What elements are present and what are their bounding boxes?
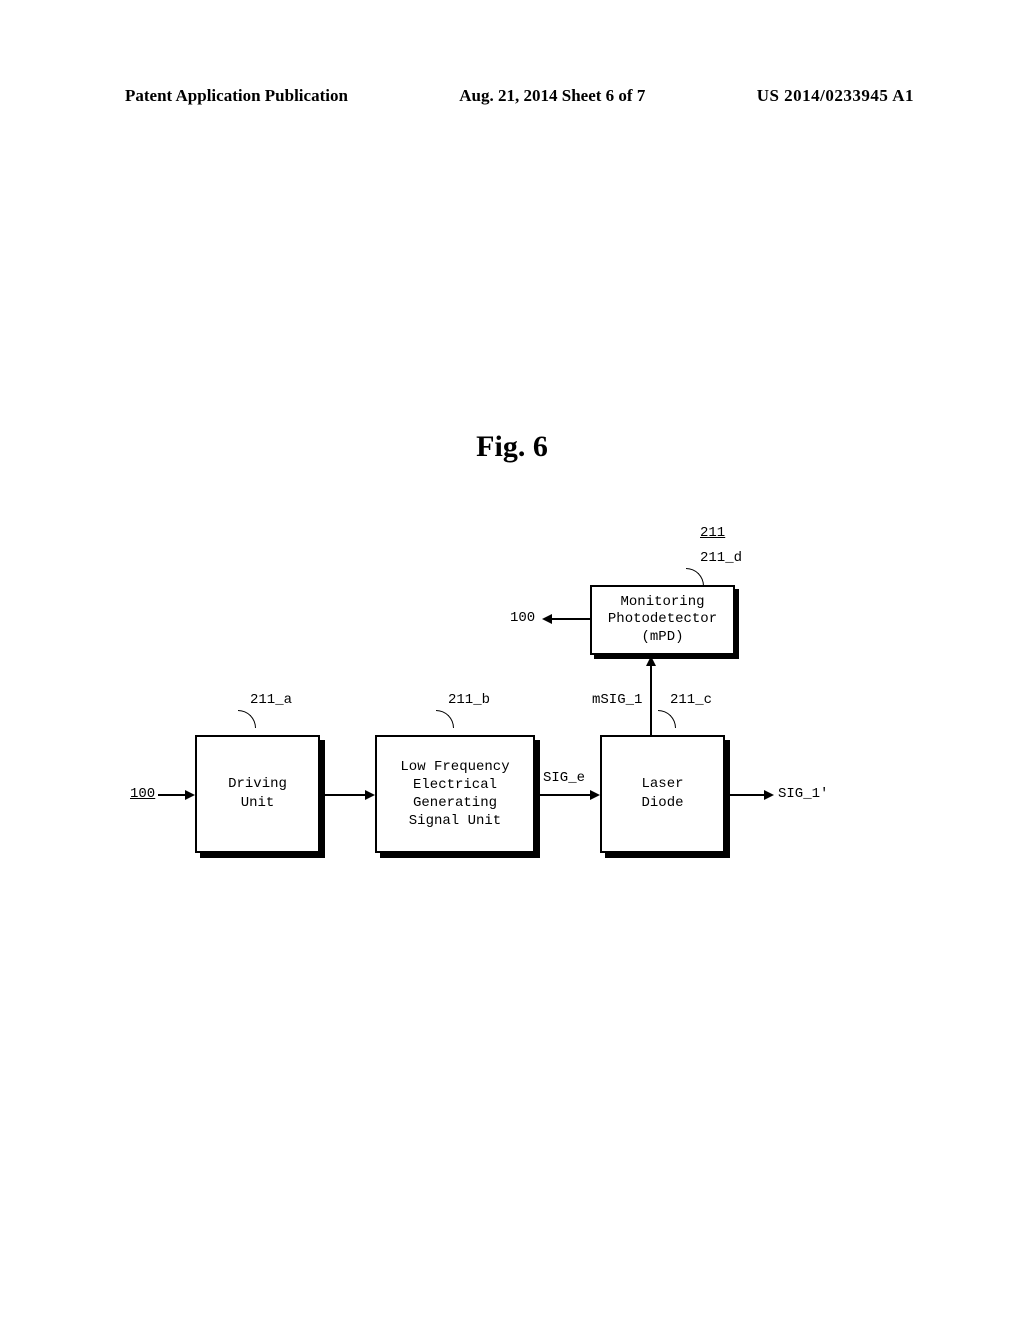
label-sig-out: SIG_1': [778, 786, 828, 802]
box-laser: Laser Diode: [600, 735, 725, 853]
label-100-in: 100: [130, 786, 155, 802]
ref-211d: 211_d: [700, 550, 742, 566]
figure-title: Fig. 6: [0, 430, 1024, 464]
leader-driving-icon: [238, 710, 256, 728]
box-mpd: Monitoring Photodetector (mPD): [590, 585, 735, 655]
box-lowfreq: Low Frequency Electrical Generating Sign…: [375, 735, 535, 853]
arrow-out-head-icon: [764, 790, 774, 800]
arrow-ab-head-icon: [365, 790, 375, 800]
arrow-mpd-head-icon: [542, 614, 552, 624]
arrow-cd-head-icon: [646, 656, 656, 666]
arrow-out-line: [725, 794, 767, 796]
label-sig-e: SIG_e: [543, 770, 585, 786]
leader-mpd-icon: [686, 568, 704, 586]
arrow-cd-line: [650, 665, 652, 735]
ref-211c: 211_c: [670, 692, 712, 708]
arrow-mpd-line: [550, 618, 590, 620]
label-100-mpd: 100: [510, 610, 535, 626]
arrow-ab-line: [320, 794, 368, 796]
box-driving: Driving Unit: [195, 735, 320, 853]
ref-211b: 211_b: [448, 692, 490, 708]
leader-lowfreq-icon: [436, 710, 454, 728]
arrow-100-head-icon: [185, 790, 195, 800]
header-mid: Aug. 21, 2014 Sheet 6 of 7: [459, 86, 645, 106]
arrow-100-line: [158, 794, 188, 796]
arrow-bc-head-icon: [590, 790, 600, 800]
header-left: Patent Application Publication: [125, 86, 348, 106]
ref-211: 211: [700, 525, 725, 541]
ref-211a: 211_a: [250, 692, 292, 708]
arrow-bc-line: [535, 794, 593, 796]
label-msig1: mSIG_1: [592, 692, 642, 708]
header-right: US 2014/0233945 A1: [757, 86, 914, 106]
leader-laser-icon: [658, 710, 676, 728]
diagram-area: 211 Monitoring Photodetector (mPD) 211_d…: [130, 500, 900, 900]
